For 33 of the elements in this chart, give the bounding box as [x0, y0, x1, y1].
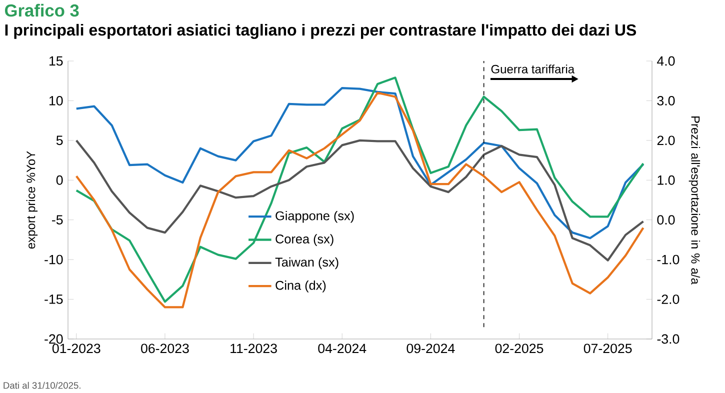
x-tick-label: 04-2024	[318, 344, 366, 354]
y2-tick-label: 0.0	[657, 215, 675, 225]
legend-label: Giappone (sx)	[276, 210, 354, 223]
y2-tick-label: -2.0	[657, 294, 680, 304]
chart-subtitle: I principali esportatori asiatici tagliano i prezzi per contrastare l'impatto dei dazi US	[5, 24, 636, 39]
x-tick-label: 09-2024	[406, 344, 455, 354]
y-tick-label: 15	[49, 56, 63, 66]
y2-tick-label: -1.0	[657, 254, 680, 264]
annotation: Guerra tariffaria	[491, 64, 575, 74]
x-tick-label: 02-2025	[495, 344, 544, 354]
legend-label: Cina (dx)	[276, 280, 326, 292]
y-tick-label: -15	[44, 294, 63, 304]
text: Dati al 31/10/2025.	[4, 382, 80, 389]
y2-tick-label: -3.0	[657, 334, 680, 344]
chart-title: Grafico 3	[4, 4, 79, 17]
x-tick-label: 11-2023	[230, 344, 277, 354]
y2-axis-title: Prezzi all'esportazione in % a/a	[688, 116, 700, 284]
y2-tick-label: 3.0	[657, 96, 675, 106]
y-tick-label: -10	[44, 254, 63, 264]
y-tick-label: -20	[44, 334, 63, 344]
legend-label: Taiwan (sx)	[275, 257, 338, 270]
x-tick-label: 07-2025	[584, 344, 632, 354]
y2-tick-label: 4.0	[657, 56, 675, 66]
y-tick-label: 0	[56, 175, 63, 185]
x-tick-label: 01-2023	[52, 344, 100, 354]
y-tick-label: 10	[49, 96, 63, 106]
y-tick-label: 5	[56, 136, 63, 146]
y-axis-title: export price %YoY	[26, 151, 38, 249]
y2-tick-label: 2.0	[657, 136, 675, 146]
legend-label: Corea (sx)	[276, 234, 334, 246]
y2-tick-label: 1.0	[658, 175, 675, 185]
x-tick-label: 06-2023	[141, 344, 189, 354]
y-tick-label: -5	[52, 215, 63, 225]
